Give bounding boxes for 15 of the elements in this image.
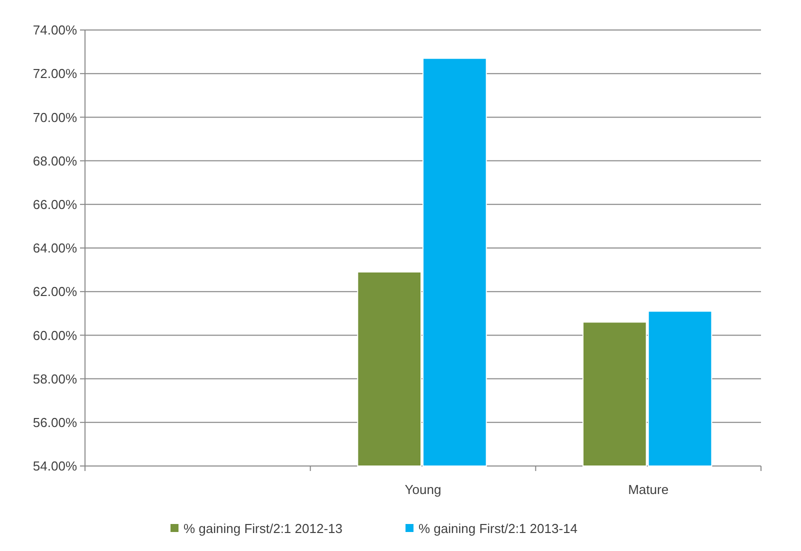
y-tick-label: 54.00%	[32, 458, 78, 474]
y-tick-label: 64.00%	[32, 240, 78, 256]
y-tick-label: 74.00%	[32, 22, 78, 38]
legend-label: % gaining First/2:1 2013-14	[418, 521, 578, 536]
y-tick-label: 62.00%	[32, 284, 78, 300]
y-tick-label: 72.00%	[32, 66, 78, 82]
y-tick-label: 58.00%	[32, 371, 78, 386]
y-tick-label: 66.00%	[32, 196, 78, 212]
y-tick-label: 68.00%	[32, 153, 78, 168]
y-tick-label: 70.00%	[32, 110, 78, 125]
y-tick-label: 56.00%	[32, 414, 78, 430]
x-tick-label: Young	[404, 482, 442, 497]
legend-label: % gaining First/2:1 2012-13	[184, 521, 342, 536]
y-tick-label: 60.00%	[32, 328, 78, 343]
x-tick-label: Mature	[628, 482, 669, 497]
